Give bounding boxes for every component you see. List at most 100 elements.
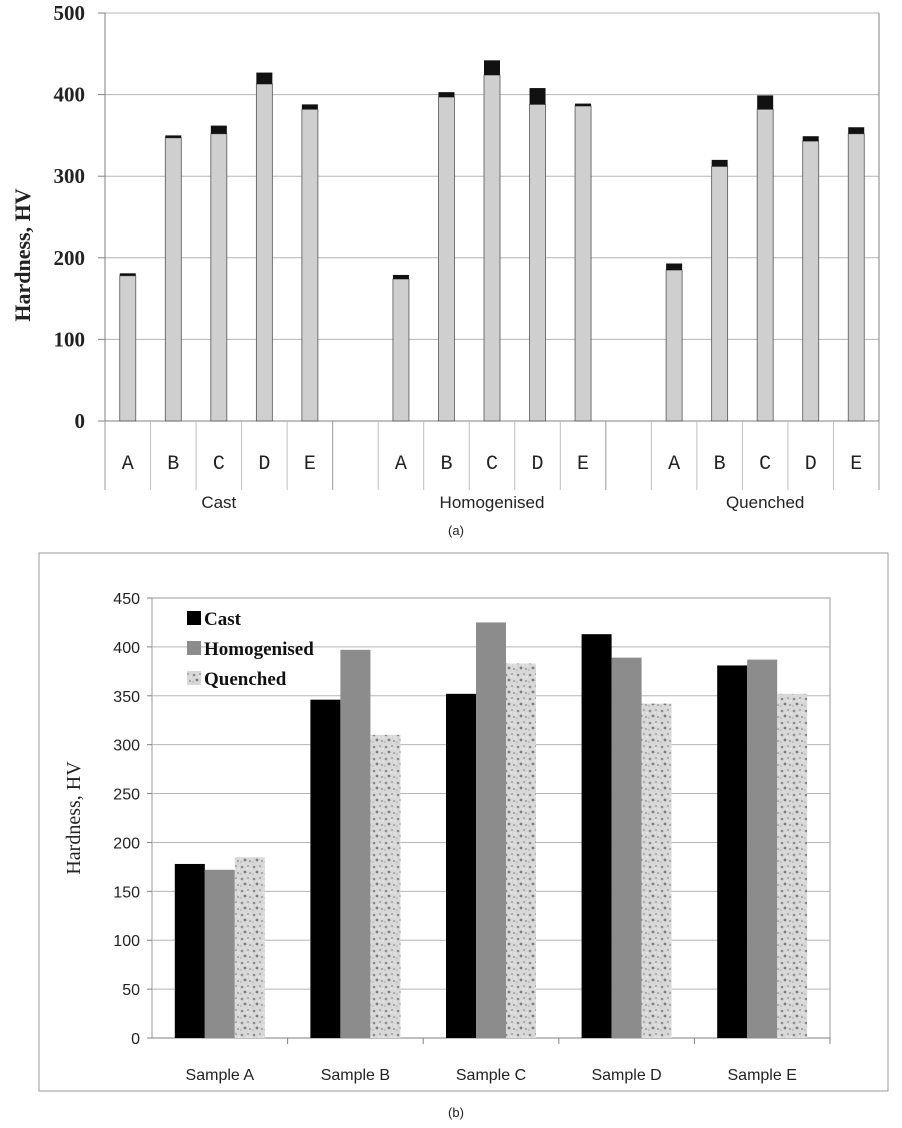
bar-cast-sample-c: [446, 693, 476, 1038]
x-category-label-homogenised-a: A: [395, 453, 407, 476]
y-tick-label-500: 500: [54, 1, 86, 25]
legend-label-quenched: Quenched: [204, 669, 287, 690]
bar-cap-homogenised-a: [392, 274, 409, 280]
x-category-label-sample-e: Sample E: [728, 1067, 797, 1084]
bar-cast-sample-b: [310, 699, 341, 1038]
bar-homogenised-e: [574, 105, 592, 422]
x-category-label-cast-b: B: [167, 453, 179, 476]
x-category-label-cast-c: C: [213, 453, 225, 476]
bar-homogenised-d: [529, 103, 546, 422]
x-group-label-quenched: Quenched: [726, 493, 804, 512]
bar-quenched-sample-b: [370, 734, 401, 1038]
bar-cast-sample-a: [174, 863, 205, 1038]
bar-cap-cast-e: [301, 104, 318, 110]
bar-cast-a: [119, 275, 137, 422]
y-tick-label-300: 300: [54, 164, 86, 188]
bar-cap-cast-a: [119, 273, 136, 276]
x-category-label-quenched-c: C: [759, 453, 771, 476]
x-category-label-quenched-a: A: [668, 453, 680, 476]
bar-cap-homogenised-c: [484, 60, 500, 76]
legend-swatch-cast: [187, 611, 201, 625]
y-tick-label-100: 100: [54, 327, 86, 351]
bar-quenched-c: [756, 108, 774, 422]
bar-homogenised-sample-e: [747, 659, 778, 1038]
y-tick-label-400: 400: [54, 83, 86, 107]
chart-b-bars: [174, 622, 808, 1038]
chart-a-x-axis: A B C D E Cast A B C D E Homogenised A B C D E Quenched: [104, 421, 880, 512]
y-tick-label-250: 250: [113, 787, 140, 804]
y-tick-label-0: 0: [131, 1031, 140, 1048]
legend-swatch-quenched: [187, 671, 201, 685]
bar-homogenised-sample-c: [476, 622, 506, 1038]
bar-cast-d: [255, 83, 273, 422]
y-tick-label-450: 450: [113, 591, 140, 608]
bar-cap-homogenised-e: [575, 103, 592, 107]
x-category-label-homogenised-e: E: [577, 453, 589, 476]
bar-cap-quenched-b: [711, 159, 728, 167]
bar-homogenised-c: [483, 74, 501, 422]
y-tick-label-200: 200: [54, 246, 86, 270]
bar-cap-homogenised-d: [529, 88, 546, 105]
y-tick-label-150: 150: [113, 884, 140, 901]
bar-quenched-d: [802, 140, 820, 422]
x-group-label-cast: Cast: [201, 493, 236, 512]
x-category-label-sample-d: Sample D: [591, 1067, 661, 1084]
x-category-label-sample-b: Sample B: [321, 1067, 390, 1084]
x-category-label-sample-c: Sample C: [456, 1067, 526, 1084]
x-category-label-cast-a: A: [122, 453, 134, 476]
y-tick-label-0: 0: [75, 409, 86, 433]
bar-cap-cast-c: [210, 125, 227, 134]
x-category-label-quenched-e: E: [850, 453, 862, 476]
bar-homogenised-sample-d: [611, 657, 642, 1038]
bar-cast-sample-d: [581, 634, 612, 1038]
bar-cap-quenched-d: [802, 136, 819, 142]
bar-homogenised-a: [392, 278, 410, 422]
y-tick-label-200: 200: [113, 835, 140, 852]
chart-a-panel-label: (a): [448, 523, 464, 538]
bar-cast-e: [301, 108, 319, 422]
chart-a: 0 100 200 300 400 500 A B C D E Cast A B C D E Homogenis…: [10, 1, 880, 538]
x-group-label-homogenised: Homogenised: [440, 493, 545, 512]
chart-a-bars: [119, 60, 865, 422]
bar-homogenised-sample-b: [340, 649, 371, 1038]
legend-label-homogenised: Homogenised: [204, 639, 314, 660]
bar-quenched-sample-c: [506, 663, 536, 1038]
bar-cast-b: [164, 137, 182, 422]
bar-cast-sample-e: [717, 665, 748, 1038]
chart-a-y-ticks: 0 100 200 300 400 500: [54, 1, 105, 433]
y-tick-label-50: 50: [122, 982, 140, 999]
y-tick-label-350: 350: [113, 689, 140, 706]
chart-b-ylabel: Hardness, HV: [63, 761, 85, 875]
bar-homogenised-sample-a: [204, 869, 235, 1038]
bar-cap-homogenised-b: [438, 92, 455, 98]
bar-quenched-a: [665, 269, 683, 422]
x-category-label-homogenised-b: B: [440, 453, 452, 476]
y-tick-label-400: 400: [113, 640, 140, 657]
chart-b-frame: [38, 552, 889, 1092]
chart-b-x-axis: Sample A Sample B Sample C Sample D Sample E: [186, 1038, 831, 1084]
y-tick-label-300: 300: [113, 738, 140, 755]
bar-quenched-sample-d: [641, 703, 672, 1038]
x-category-label-cast-e: E: [304, 453, 316, 476]
x-category-label-sample-a: Sample A: [186, 1067, 255, 1084]
x-category-label-homogenised-d: D: [532, 453, 544, 476]
chart-b-panel-label: (b): [448, 1105, 464, 1120]
bar-cap-quenched-c: [757, 95, 774, 110]
bar-cap-cast-d: [256, 72, 273, 84]
bar-cap-cast-b: [165, 135, 182, 138]
bar-cast-c: [210, 133, 228, 422]
bar-quenched-sample-e: [777, 693, 808, 1038]
bar-homogenised-b: [438, 96, 455, 422]
x-category-label-cast-d: D: [258, 453, 270, 476]
y-tick-label-100: 100: [113, 933, 140, 950]
legend-label-cast: Cast: [204, 609, 242, 630]
chart-b-y-ticks: 0 50 100 150 200 250 300 350 400 450: [113, 591, 152, 1048]
legend-swatch-homogenised: [187, 641, 201, 655]
bar-quenched-e: [847, 133, 865, 422]
bar-quenched-b: [711, 166, 729, 422]
bar-quenched-sample-a: [234, 857, 265, 1038]
x-category-label-homogenised-c: C: [486, 453, 498, 476]
x-category-label-quenched-d: D: [805, 453, 817, 476]
